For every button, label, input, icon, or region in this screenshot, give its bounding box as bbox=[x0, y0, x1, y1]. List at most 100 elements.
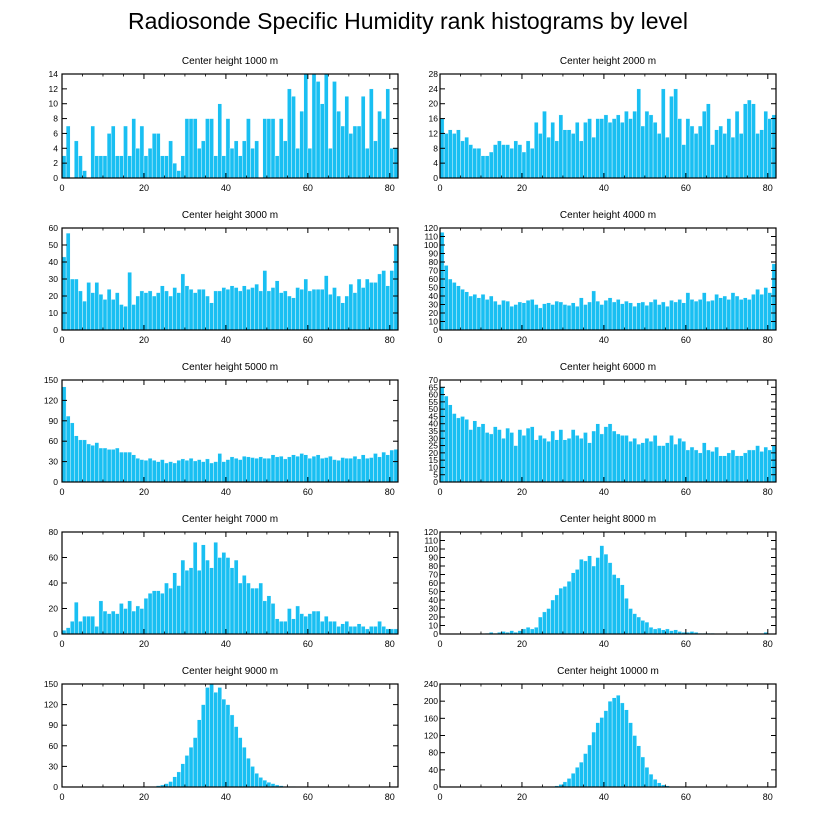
bar bbox=[360, 287, 366, 331]
bar bbox=[86, 282, 91, 331]
bar bbox=[147, 458, 153, 483]
panel-4: Center height 4000 m01020304050607080901… bbox=[424, 210, 777, 345]
x-tick-label: 0 bbox=[437, 792, 442, 802]
bar bbox=[632, 735, 637, 788]
y-tick-label: 120 bbox=[424, 731, 438, 741]
bar bbox=[348, 626, 354, 635]
bar bbox=[246, 757, 251, 788]
x-tick-label: 0 bbox=[437, 639, 442, 649]
bar bbox=[307, 613, 313, 635]
bar bbox=[311, 455, 317, 483]
figure-title: Radiosonde Specific Humidity rank histog… bbox=[128, 8, 688, 34]
bar bbox=[587, 555, 592, 635]
bar bbox=[665, 136, 670, 179]
x-tick-label: 40 bbox=[221, 183, 231, 193]
y-tick-label: 90 bbox=[429, 249, 439, 259]
bar bbox=[484, 432, 490, 483]
bar bbox=[718, 455, 723, 483]
bar bbox=[110, 299, 116, 331]
bar bbox=[743, 297, 748, 331]
bar bbox=[127, 272, 132, 331]
bar bbox=[628, 441, 633, 483]
bar bbox=[278, 455, 284, 483]
bar bbox=[102, 299, 108, 331]
bar bbox=[332, 287, 337, 331]
bar bbox=[656, 133, 662, 179]
y-tick-label: 120 bbox=[424, 527, 438, 537]
bar bbox=[254, 283, 259, 331]
bar bbox=[69, 278, 75, 331]
bar bbox=[332, 621, 337, 635]
bar bbox=[554, 300, 560, 331]
bar bbox=[669, 300, 674, 331]
y-tick-label: 80 bbox=[49, 527, 59, 537]
bar bbox=[287, 456, 292, 483]
bar bbox=[706, 449, 711, 483]
y-tick-label: 120 bbox=[44, 700, 58, 710]
bar bbox=[115, 447, 120, 483]
bar bbox=[172, 776, 177, 788]
y-tick-label: 65 bbox=[429, 382, 439, 392]
bar bbox=[521, 302, 527, 331]
bar bbox=[484, 155, 490, 179]
bar bbox=[702, 442, 707, 483]
bar bbox=[751, 294, 756, 331]
bar bbox=[160, 285, 165, 331]
bar bbox=[135, 148, 141, 179]
bar bbox=[468, 429, 473, 483]
bar bbox=[636, 443, 641, 483]
y-tick-label: 70 bbox=[429, 266, 439, 276]
y-tick-label: 10 bbox=[429, 317, 439, 327]
bar bbox=[213, 692, 218, 788]
y-tick-label: 100 bbox=[424, 240, 438, 250]
bar bbox=[303, 73, 309, 179]
bar bbox=[447, 404, 453, 483]
bar bbox=[213, 542, 218, 635]
bar bbox=[595, 423, 601, 483]
y-tick-label: 0 bbox=[433, 782, 438, 792]
bar bbox=[771, 114, 777, 179]
bar bbox=[730, 449, 736, 483]
bar bbox=[681, 302, 687, 331]
bar bbox=[369, 457, 374, 483]
bar bbox=[562, 586, 568, 635]
x-tick-label: 20 bbox=[517, 639, 527, 649]
bar bbox=[468, 144, 473, 179]
bar bbox=[538, 133, 543, 179]
bar bbox=[525, 140, 531, 179]
bar bbox=[603, 114, 609, 179]
bar bbox=[119, 451, 124, 483]
bar bbox=[738, 455, 744, 483]
bar bbox=[303, 278, 309, 331]
panel-9: Center height 9000 m 0 30 60 90 120 150 0 20 40 60… bbox=[44, 666, 399, 802]
bar bbox=[615, 299, 621, 331]
bar bbox=[115, 613, 120, 635]
bar bbox=[534, 439, 539, 483]
bar bbox=[767, 449, 773, 483]
bar bbox=[648, 441, 654, 483]
y-tick-label: 24 bbox=[429, 84, 439, 94]
bar bbox=[385, 285, 391, 331]
bar bbox=[529, 148, 535, 179]
bar bbox=[644, 305, 650, 331]
x-tick-label: 0 bbox=[437, 183, 442, 193]
y-tick-label: 110 bbox=[424, 536, 438, 546]
bar bbox=[718, 297, 723, 331]
bar bbox=[221, 287, 227, 331]
bar bbox=[151, 460, 157, 483]
bar bbox=[673, 443, 678, 483]
bar bbox=[566, 305, 572, 331]
bar bbox=[242, 285, 247, 331]
y-tick-label: 2 bbox=[53, 158, 58, 168]
bar bbox=[324, 615, 329, 635]
bar bbox=[250, 766, 255, 788]
bar bbox=[538, 307, 543, 331]
bar bbox=[147, 148, 153, 179]
y-tick-label: 30 bbox=[429, 604, 439, 614]
bar bbox=[570, 302, 576, 331]
bar bbox=[644, 767, 650, 788]
bar bbox=[295, 287, 300, 331]
bar bbox=[307, 458, 313, 483]
bar bbox=[509, 148, 514, 179]
